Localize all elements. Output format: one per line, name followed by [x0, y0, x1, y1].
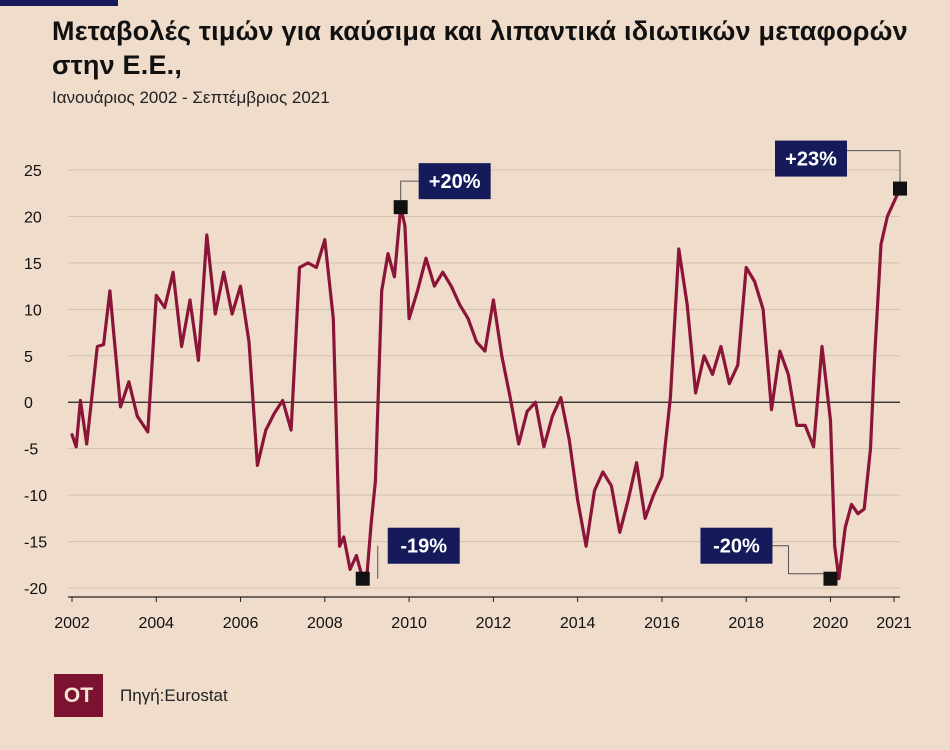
- x-tick-label: 2014: [560, 615, 596, 632]
- annotation-leader: [772, 545, 831, 575]
- annotation-box: [418, 163, 491, 200]
- annotation-marker: [823, 571, 838, 586]
- y-tick-label: 25: [24, 163, 42, 180]
- annotation-marker: [393, 200, 408, 215]
- y-tick-label: 10: [24, 302, 42, 319]
- annotation-marker: [893, 181, 907, 196]
- x-tick-label: 2018: [728, 615, 764, 632]
- corner-accent-bar: [0, 0, 118, 6]
- chart-subtitle: Ιανουάριος 2002 - Σεπτέμβριος 2021: [52, 88, 330, 107]
- series-line: [70, 187, 902, 581]
- y-tick-label: 5: [24, 349, 33, 366]
- x-tick-label: 2020: [813, 615, 849, 632]
- series-layer: [70, 187, 902, 581]
- x-tick-label: 2008: [307, 615, 343, 632]
- x-tick-label: 2012: [476, 615, 512, 632]
- y-tick-label: -15: [24, 535, 47, 552]
- y-tick-label: -20: [24, 581, 47, 598]
- x-tick-label: 2004: [138, 615, 174, 632]
- annotation-leader: [400, 180, 419, 208]
- x-tick-label: 2002: [54, 615, 90, 632]
- y-tick-label: -10: [24, 488, 47, 505]
- x-tick-label: 2016: [644, 615, 680, 632]
- annotations: -19% +20% -20% +23%: [355, 140, 907, 586]
- ot-logo: OT: [54, 674, 103, 717]
- annotation-label: -19%: [400, 536, 447, 558]
- annotation-leader: [847, 150, 901, 189]
- annotation-box: [387, 527, 460, 564]
- annotation-box: [775, 140, 847, 177]
- source-label: Πηγή:Eurostat: [120, 686, 228, 705]
- annotation-marker: [355, 571, 370, 586]
- chart-title: Μεταβολές τιμών για καύσιμα και λιπαντικ…: [52, 16, 908, 80]
- x-tick-label: 2006: [223, 615, 259, 632]
- annotation-label: +20%: [429, 171, 481, 193]
- gridlines: [68, 169, 900, 589]
- y-tick-label: -5: [24, 442, 38, 459]
- y-tick-label: 20: [24, 209, 42, 226]
- annotation-box: [700, 527, 773, 564]
- x-tick-label: 2010: [391, 615, 427, 632]
- y-tick-label: 15: [24, 256, 42, 273]
- annotation-label: +23%: [785, 149, 837, 171]
- axes: 25 20 15 10 5 0 -5 -10 -15 -20 2002 2004 2006 2008 201…: [24, 163, 912, 632]
- x-tick-label: 2021: [876, 615, 912, 632]
- y-tick-label: 0: [24, 395, 33, 412]
- annotation-label: -20%: [713, 536, 760, 558]
